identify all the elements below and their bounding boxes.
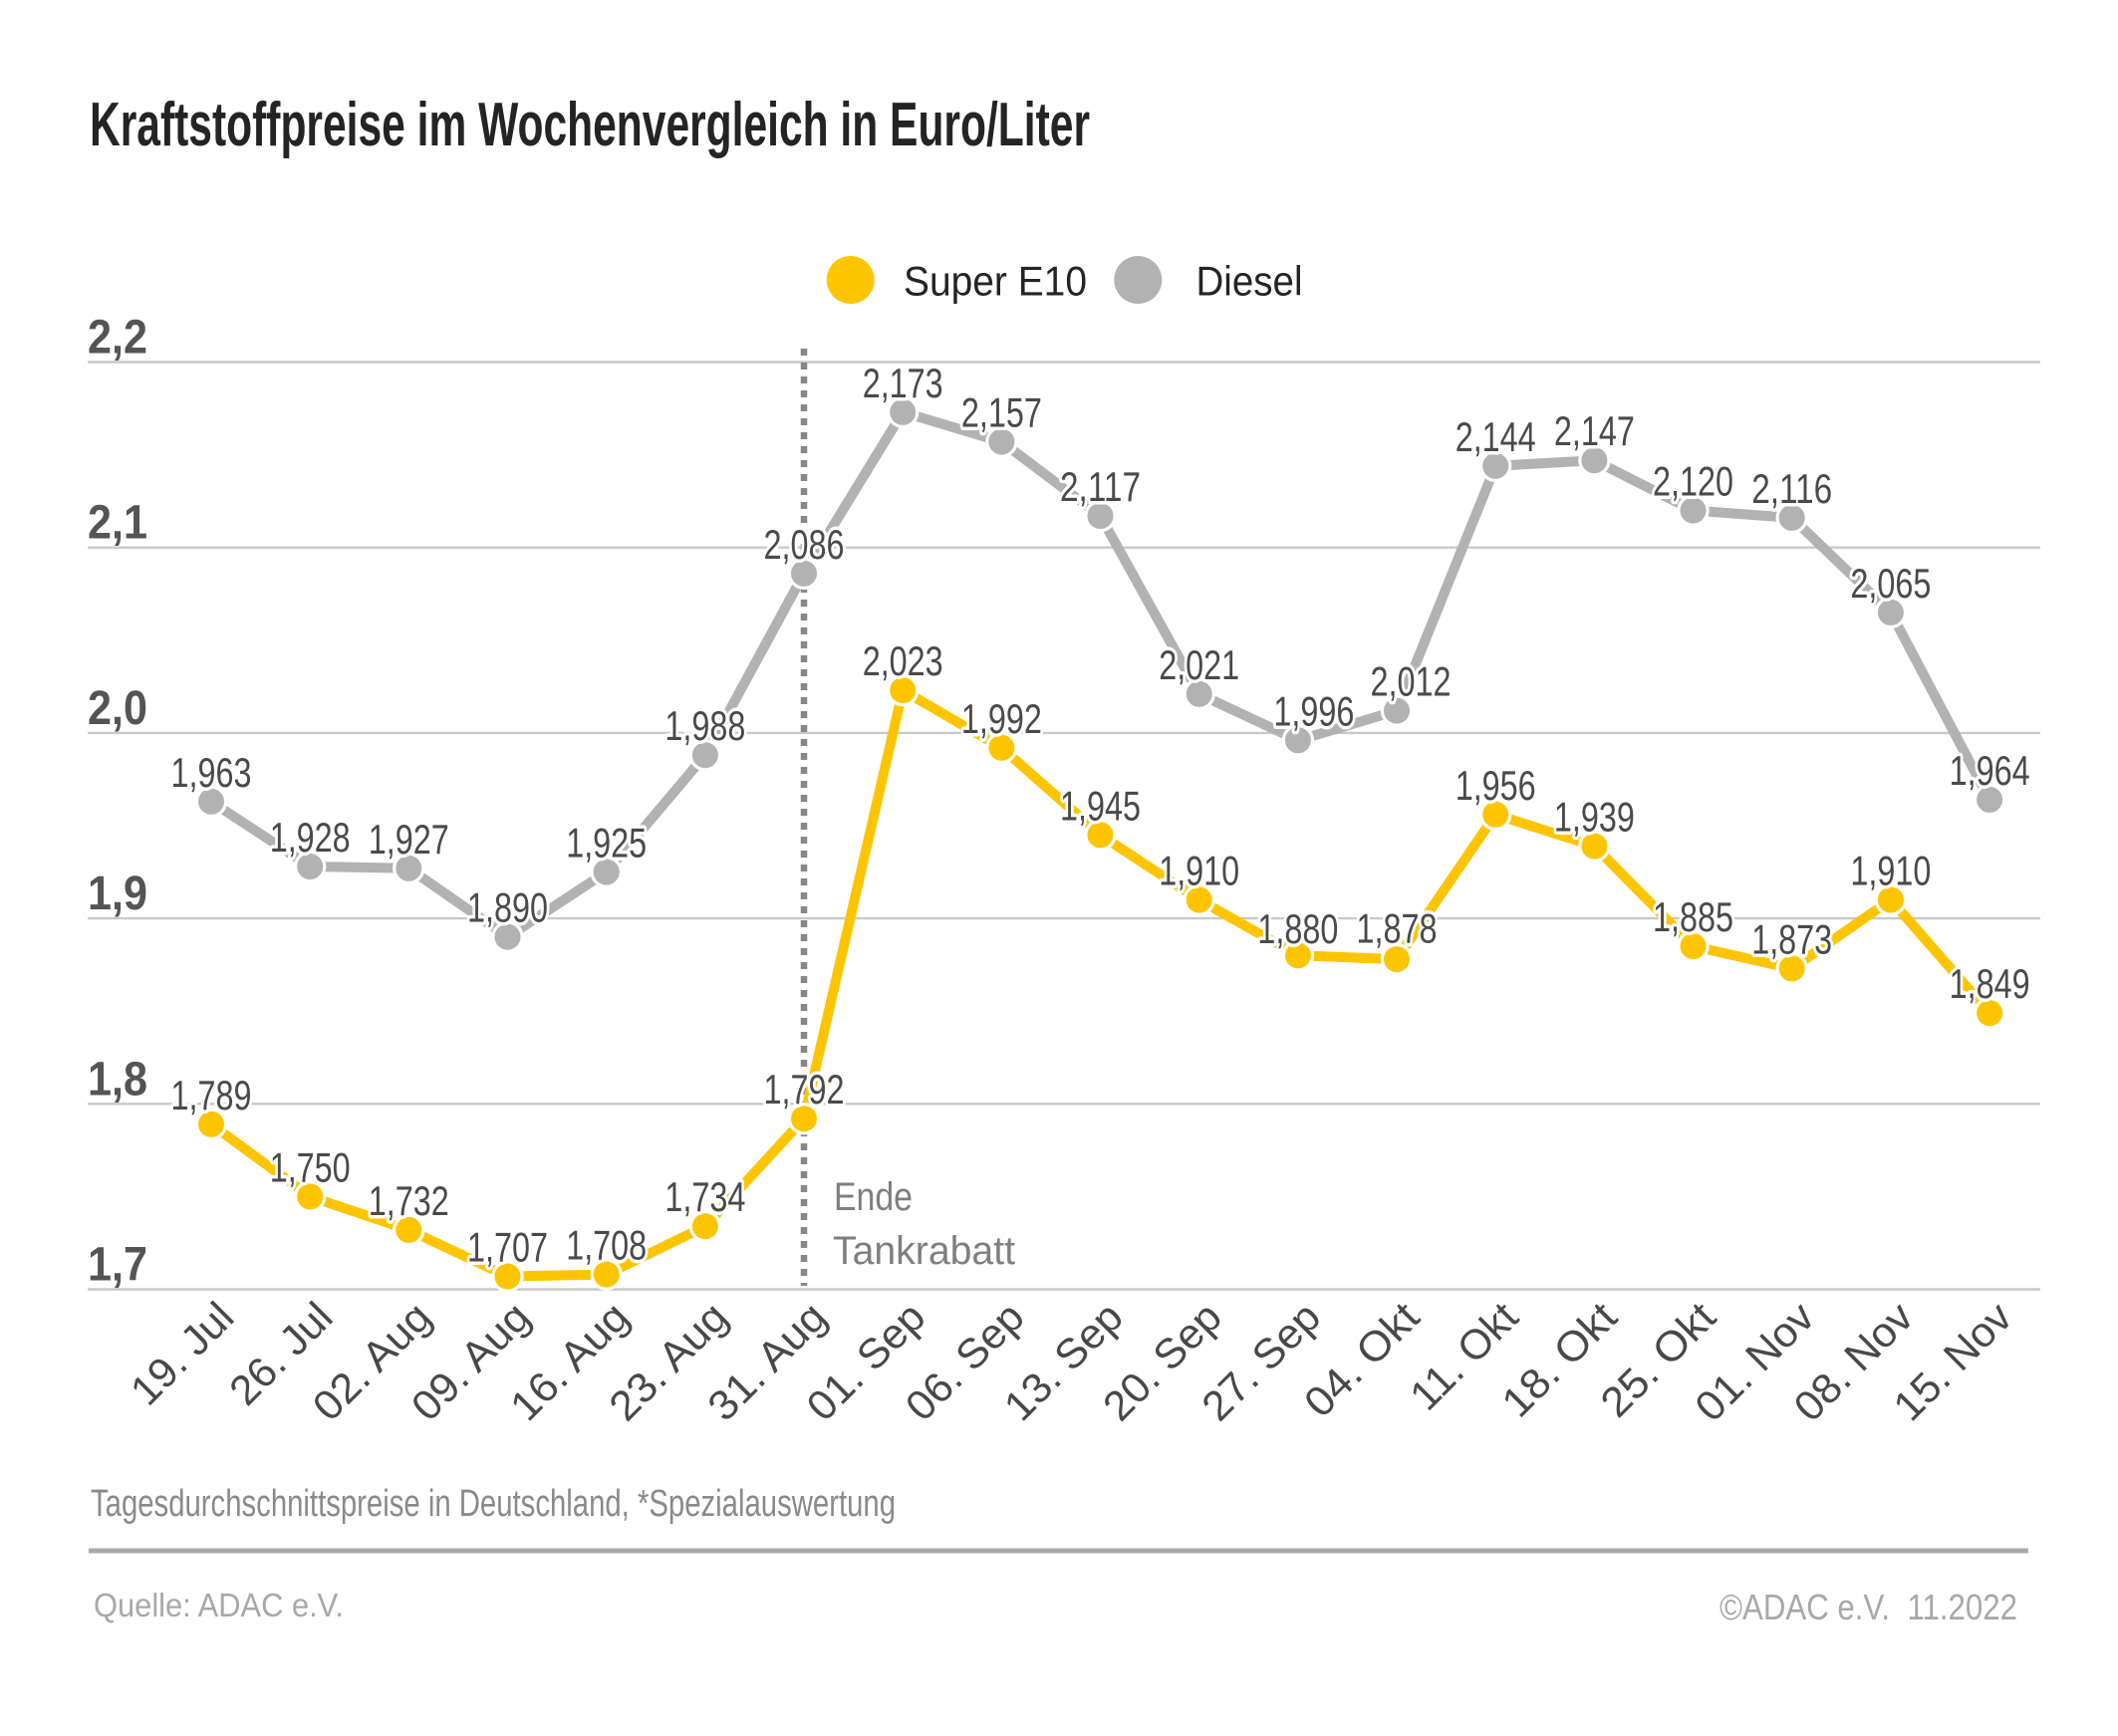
svg-text:1,964: 1,964 (1950, 747, 2030, 794)
svg-text:1,890: 1,890 (467, 884, 548, 931)
svg-text:1,939: 1,939 (1554, 794, 1635, 841)
svg-text:1,996: 1,996 (1273, 687, 1354, 734)
svg-text:1,956: 1,956 (1456, 762, 1536, 809)
svg-text:2,116: 2,116 (1751, 465, 1832, 512)
svg-text:2,1: 2,1 (88, 497, 147, 550)
svg-text:1,910: 1,910 (1850, 848, 1931, 894)
svg-text:1,945: 1,945 (1060, 782, 1141, 829)
svg-text:2,0: 2,0 (88, 682, 147, 735)
svg-text:1,878: 1,878 (1357, 905, 1438, 952)
svg-text:1,789: 1,789 (171, 1072, 252, 1118)
svg-text:1,988: 1,988 (664, 702, 745, 749)
svg-text:Quelle: ADAC e.V.: Quelle: ADAC e.V. (94, 1587, 344, 1623)
svg-text:1,8: 1,8 (88, 1053, 147, 1106)
svg-text:1,708: 1,708 (566, 1222, 647, 1269)
svg-text:1,925: 1,925 (566, 820, 647, 867)
svg-text:2,2: 2,2 (88, 312, 147, 365)
svg-text:1,873: 1,873 (1751, 915, 1832, 962)
svg-text:2,144: 2,144 (1456, 413, 1536, 460)
svg-text:2,117: 2,117 (1060, 463, 1141, 510)
svg-text:Super E10: Super E10 (904, 258, 1087, 305)
svg-text:1,963: 1,963 (171, 749, 252, 796)
svg-text:Tankrabatt: Tankrabatt (833, 1229, 1015, 1273)
svg-text:2,120: 2,120 (1653, 458, 1733, 505)
svg-text:2,023: 2,023 (863, 637, 943, 684)
svg-text:©ADAC e.V. 11.2022: ©ADAC e.V. 11.2022 (1720, 1587, 2017, 1627)
svg-text:2,065: 2,065 (1850, 560, 1931, 607)
svg-text:Kraftstoffpreise im Wochenverg: Kraftstoffpreise im Wochenvergleich in E… (90, 91, 1090, 159)
svg-text:1,927: 1,927 (369, 816, 449, 863)
svg-text:2,147: 2,147 (1554, 407, 1635, 454)
svg-text:Ende: Ende (834, 1175, 913, 1219)
svg-text:2,157: 2,157 (961, 389, 1042, 436)
svg-text:1,9: 1,9 (88, 868, 147, 920)
svg-text:Diesel: Diesel (1196, 258, 1303, 305)
svg-text:1,707: 1,707 (467, 1224, 548, 1271)
svg-text:1,880: 1,880 (1257, 905, 1338, 952)
svg-text:1,910: 1,910 (1159, 848, 1239, 894)
svg-text:2,173: 2,173 (863, 360, 943, 406)
svg-text:1,992: 1,992 (961, 695, 1042, 742)
svg-text:1,732: 1,732 (369, 1177, 449, 1224)
svg-text:1,734: 1,734 (664, 1173, 745, 1220)
svg-text:1,792: 1,792 (764, 1066, 845, 1113)
svg-text:1,849: 1,849 (1950, 960, 2030, 1007)
svg-text:1,750: 1,750 (270, 1143, 351, 1190)
svg-text:2,021: 2,021 (1159, 641, 1239, 688)
svg-text:1,885: 1,885 (1653, 893, 1733, 940)
svg-text:1,7: 1,7 (88, 1239, 147, 1292)
svg-text:1,928: 1,928 (270, 814, 351, 861)
svg-text:2,086: 2,086 (764, 521, 845, 568)
svg-text:2,012: 2,012 (1371, 658, 1452, 705)
svg-text:Tagesdurchschnittspreise in De: Tagesdurchschnittspreise in Deutschland,… (91, 1483, 896, 1525)
